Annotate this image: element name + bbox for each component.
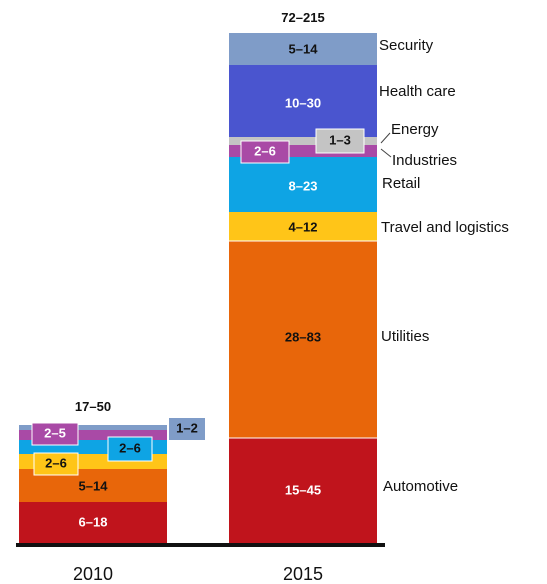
bar-2015-segment-automotive bbox=[229, 438, 377, 543]
bar-2010-label-utilities: 5–14 bbox=[79, 478, 109, 493]
bar-2010-label-box-industries bbox=[31, 422, 79, 446]
bar-2015-label-utilities: 28–83 bbox=[285, 329, 321, 344]
bar-2015-total: 72–215 bbox=[281, 10, 324, 25]
bar-2015-label-industries: 2–6 bbox=[254, 143, 276, 158]
bar-2010-label-industries: 2–5 bbox=[44, 425, 66, 440]
x-axis-label-2015: 2015 bbox=[283, 564, 323, 584]
leader-line-industries bbox=[380, 148, 392, 158]
bar-2015-segment-utilities bbox=[229, 241, 377, 438]
bar-2010-segment-industries bbox=[19, 430, 167, 440]
bar-2010-segment-security bbox=[19, 425, 167, 430]
category-label-industries: Industries bbox=[392, 152, 457, 169]
bar-2010-label-travel-and-logistics: 2–6 bbox=[45, 455, 67, 470]
bar-2010-total: 17–50 bbox=[75, 399, 111, 414]
category-label-security: Security bbox=[379, 37, 434, 54]
category-label-utilities: Utilities bbox=[381, 328, 429, 345]
bar-2015-label-travel-and-logistics: 4–12 bbox=[289, 219, 318, 234]
category-label-automotive: Automotive bbox=[383, 478, 458, 495]
bar-2010-label-box-retail bbox=[107, 436, 153, 462]
bar-2015-label-box-industries bbox=[240, 140, 290, 164]
bar-2015-label-health-care: 10–30 bbox=[285, 95, 321, 110]
bar-2010-label-box-security bbox=[169, 418, 205, 440]
bar-2010-label-automotive: 6–18 bbox=[79, 514, 108, 529]
bar-2010-label-retail: 2–6 bbox=[119, 440, 141, 455]
bar-2015-segment-retail bbox=[229, 157, 377, 212]
bar-2015-label-energy: 1–3 bbox=[329, 132, 351, 147]
bar-2015-label-retail: 8–23 bbox=[289, 178, 318, 193]
bar-2010-segment-automotive bbox=[19, 502, 167, 543]
category-label-energy: Energy bbox=[391, 121, 439, 138]
bar-2015-segment-energy bbox=[229, 137, 377, 145]
bar-2015 bbox=[229, 33, 377, 543]
leader-line-energy bbox=[380, 132, 391, 144]
bar-2015-label-automotive: 15–45 bbox=[285, 482, 321, 497]
category-label-retail: Retail bbox=[382, 175, 420, 192]
category-label-health-care: Health care bbox=[379, 83, 456, 100]
category-label-travel-and-logistics: Travel and logistics bbox=[381, 219, 509, 236]
x-axis-label-2010: 2010 bbox=[73, 564, 113, 584]
bar-2015-label-box-energy bbox=[315, 128, 365, 154]
bar-2015-segment-security bbox=[229, 33, 377, 65]
bar-2010-label-security: 1–2 bbox=[176, 420, 198, 435]
bar-2015-label-security: 5–14 bbox=[289, 41, 319, 56]
bar-2010-label-box-travel bbox=[33, 452, 79, 476]
bar-2015-segment-travel-and-logistics bbox=[229, 212, 377, 241]
bar-2015-segment-health-care bbox=[229, 65, 377, 137]
